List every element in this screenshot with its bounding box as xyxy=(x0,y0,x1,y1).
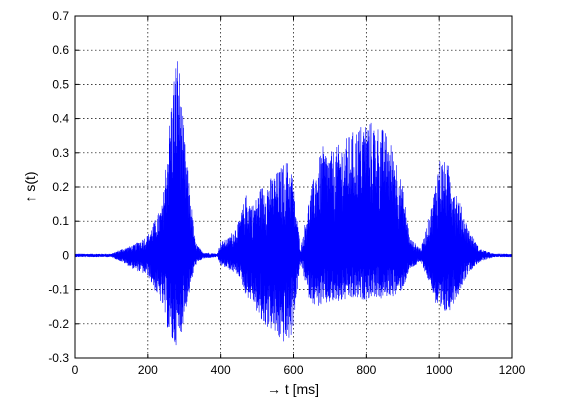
x-axis-label: → t [ms] xyxy=(267,381,319,397)
x-tick-label: 0 xyxy=(72,363,79,377)
y-tick-label: -0.3 xyxy=(48,351,69,365)
x-tick-label: 1200 xyxy=(499,363,526,377)
y-tick-label: 0.3 xyxy=(52,146,69,160)
x-tick-label: 400 xyxy=(211,363,231,377)
signal-line xyxy=(74,61,513,346)
plot-area xyxy=(74,61,513,346)
x-tick-label: 600 xyxy=(283,363,303,377)
y-tick-label: 0.2 xyxy=(52,180,69,194)
y-tick-label: 0.1 xyxy=(52,214,69,228)
x-tick-label: 200 xyxy=(138,363,158,377)
y-tick-label: 0.6 xyxy=(52,43,69,57)
y-tick-label: 0.5 xyxy=(52,77,69,91)
y-tick-labels: -0.3 -0.2 -0.1 0 0.1 0.2 0.3 0.4 0.5 0.6 0.7 xyxy=(48,9,69,365)
y-tick-label: -0.1 xyxy=(48,283,69,297)
y-tick-label: 0.4 xyxy=(52,112,69,126)
y-tick-label: 0 xyxy=(62,248,69,262)
x-tick-labels: 0 200 400 600 800 1000 1200 xyxy=(72,363,526,377)
y-axis-label: ↑ s(t) xyxy=(22,171,38,202)
y-tick-label: -0.2 xyxy=(48,317,69,331)
axes-frame xyxy=(74,15,513,359)
x-tick-label: 800 xyxy=(356,363,376,377)
x-tick-label: 1000 xyxy=(426,363,453,377)
y-tick-label: 0.7 xyxy=(52,9,69,23)
